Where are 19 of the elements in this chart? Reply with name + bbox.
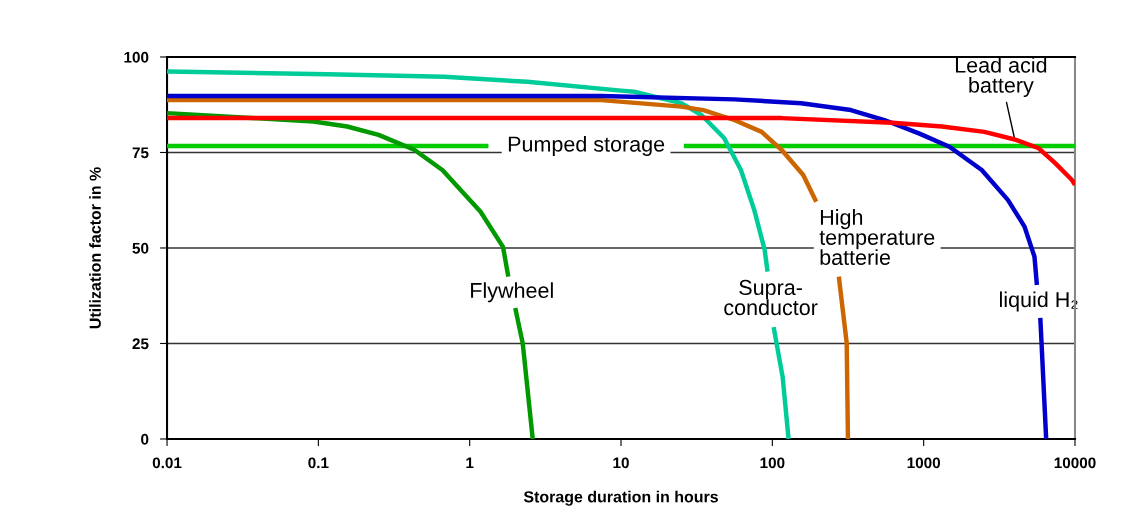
y-axis-title: Utilization factor in % — [89, 167, 101, 329]
x-tick-label: 10 — [613, 457, 629, 469]
y-tick-label: 25 — [132, 338, 149, 350]
x-tick-label: 0.1 — [308, 457, 329, 469]
series-label: Lead acid battery — [955, 56, 1047, 98]
x-tick-label: 100 — [760, 457, 785, 469]
y-tick-label: 75 — [132, 147, 149, 159]
series-label: Pumped storage — [508, 135, 665, 157]
series-label: High temperature batterie — [819, 209, 935, 266]
x-tick-label: 0.01 — [152, 457, 182, 469]
x-tick-label: 1 — [466, 457, 474, 469]
y-tick-label: 100 — [124, 51, 149, 63]
y-tick-label: 50 — [132, 242, 149, 254]
series-label: Supra- conductor — [724, 279, 818, 316]
x-tick-label: 1000 — [907, 457, 941, 469]
x-axis-title: Storage duration in hours — [523, 490, 718, 506]
series-label: Flywheel — [471, 282, 553, 303]
x-tick-label: 10000 — [1054, 457, 1096, 469]
y-tick-label: 0 — [141, 433, 149, 445]
